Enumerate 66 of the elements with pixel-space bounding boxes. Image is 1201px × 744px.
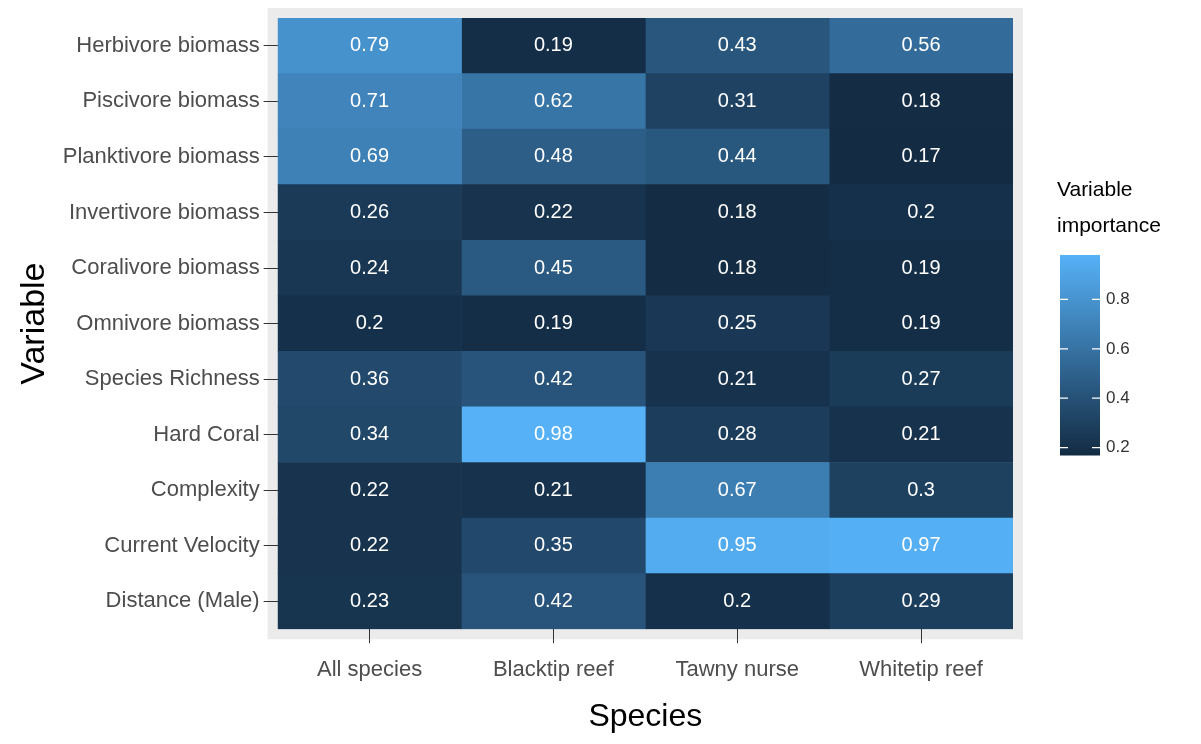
y-tick-label: Piscivore biomass [82, 87, 260, 113]
data-label: 0.22 [533, 199, 573, 222]
data-label: 0.2 [355, 311, 384, 334]
data-label: 0.67 [717, 477, 757, 500]
y-tick-label: Species Richness [84, 365, 260, 391]
data-label: 0.2 [723, 588, 752, 611]
data-label: 0.62 [533, 88, 573, 111]
data-label: 0.21 [533, 477, 573, 500]
x-tick-label: Whitetip reef [859, 656, 984, 682]
data-label: 0.17 [901, 144, 941, 167]
color-bar-label: 0.8 [1106, 289, 1130, 309]
data-label: 0.3 [907, 477, 935, 500]
data-label: 0.19 [901, 311, 941, 334]
data-label: 0.23 [350, 588, 390, 611]
data-label: 0.35 [533, 533, 573, 556]
data-label: 0.36 [350, 366, 390, 389]
data-label: 0.44 [717, 144, 757, 167]
data-label: 0.19 [533, 311, 573, 334]
data-label: 0.19 [533, 33, 573, 56]
data-label: 0.43 [717, 33, 757, 56]
data-label: 0.95 [717, 533, 757, 556]
data-label: 0.48 [533, 144, 573, 167]
data-label: 0.45 [533, 255, 573, 278]
y-tick-label: Planktivore biomass [62, 142, 260, 168]
x-tick-label: Blacktip reef [492, 656, 615, 682]
data-label: 0.24 [350, 255, 390, 278]
y-tick-label: Omnivore biomass [76, 309, 260, 335]
color-bar-title: Variable importance [1057, 177, 1161, 236]
data-label: 0.71 [350, 88, 390, 111]
y-tick-label: Invertivore biomass [68, 198, 260, 224]
color-bar-label: 0.4 [1106, 387, 1130, 407]
data-label: 0.18 [717, 255, 757, 278]
data-label: 0.22 [350, 477, 390, 500]
x-tick-label: Tawny nurse [675, 656, 800, 682]
data-label: 0.19 [901, 255, 941, 278]
x-tick-label: All species [317, 656, 423, 682]
data-label: 0.42 [533, 588, 573, 611]
data-label: 0.21 [717, 366, 757, 389]
data-label: 0.42 [533, 366, 573, 389]
y-tick-label: Current Velocity [104, 531, 260, 557]
data-label: 0.28 [717, 422, 757, 445]
color-bar-label: 0.6 [1106, 338, 1130, 358]
data-label: 0.29 [901, 588, 941, 611]
data-label: 0.69 [350, 144, 390, 167]
y-tick-label: Herbivore biomass [76, 31, 260, 57]
data-label: 0.34 [350, 422, 390, 445]
data-label: 0.21 [901, 422, 941, 445]
y-tick-label: Hard Coral [153, 420, 260, 446]
data-label: 0.2 [907, 199, 935, 222]
data-label: 0.26 [350, 199, 390, 222]
y-tick-label: Complexity [150, 476, 260, 502]
data-label: 0.18 [717, 199, 757, 222]
data-label: 0.22 [350, 533, 390, 556]
data-label: 0.56 [901, 33, 941, 56]
data-label: 0.79 [350, 33, 390, 56]
x-axis-title: Species [588, 696, 703, 733]
data-label: 0.27 [901, 366, 941, 389]
data-label: 0.18 [901, 88, 941, 111]
y-tick-label: Coralivore biomass [71, 254, 260, 280]
color-bar-label: 0.2 [1106, 437, 1130, 457]
data-label: 0.98 [533, 422, 573, 445]
data-label: 0.31 [717, 88, 757, 111]
y-axis-title: Variable [12, 262, 51, 385]
data-label: 0.97 [901, 533, 941, 556]
y-tick-label: Distance (Male) [105, 587, 260, 613]
data-label: 0.25 [717, 311, 757, 334]
